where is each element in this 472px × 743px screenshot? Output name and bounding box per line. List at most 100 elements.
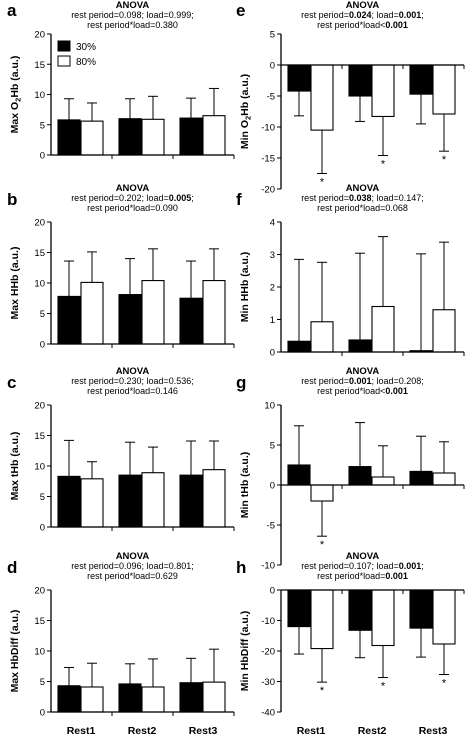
y-tick-label: 0 [270, 348, 275, 359]
bar-30-rest3 [179, 117, 203, 156]
anova-stats-line: rest period=0.096; load=0.801; [71, 561, 194, 571]
panel-letter: e [236, 1, 245, 20]
y-tick-label: 10 [34, 279, 45, 290]
anova-stats-line: rest period*load=0.146 [87, 386, 178, 396]
bar-30-rest3 [409, 64, 433, 95]
y-axis-label: Max tHb (a.u.) [9, 432, 21, 501]
anova-heading: ANOVA [346, 0, 380, 11]
significance-star: * [442, 154, 447, 166]
y-tick-label: 5 [40, 677, 45, 688]
legend-label: 80% [76, 57, 96, 68]
y-tick-label: 0 [40, 708, 45, 719]
bar-80-rest1 [310, 321, 334, 353]
y-tick-label: 15 [34, 248, 45, 259]
y-tick-label: 20 [34, 218, 45, 229]
y-axis-label: Max O2Hb (a.u.) [9, 56, 23, 134]
bar-80-rest2 [141, 472, 165, 528]
bar-80-rest2 [141, 118, 165, 156]
significance-star: * [320, 177, 325, 189]
y-tick-label: 5 [270, 30, 275, 41]
anova-stats-line: rest period=0.107; load=0.001; [301, 561, 424, 571]
bar-30-rest1 [287, 340, 311, 353]
y-axis-label: Min O2Hb (a.u.) [239, 74, 253, 149]
bar-30-rest1 [287, 589, 311, 628]
panel-letter: b [7, 190, 17, 209]
y-tick-label: 0 [270, 481, 275, 492]
anova-stats-line: rest period*load=0.001 [317, 571, 408, 581]
bar-80-rest1 [80, 686, 104, 713]
x-tick-label: Rest3 [189, 725, 218, 737]
y-tick-label: -20 [261, 647, 275, 658]
x-tick-label: Rest2 [358, 725, 387, 737]
y-tick-label: 0 [40, 151, 45, 162]
significance-star: * [381, 159, 386, 171]
bar-30-rest1 [287, 464, 311, 486]
y-axis-label: Max HHb (a.u.) [9, 247, 21, 320]
y-tick-label: 0 [40, 523, 45, 534]
bar-80-rest3 [202, 280, 226, 345]
bar-30-rest3 [409, 589, 433, 629]
panel-letter: a [7, 1, 17, 20]
y-tick-label: -10 [261, 616, 275, 627]
y-tick-label: 15 [34, 431, 45, 442]
y-tick-label: 10 [34, 90, 45, 101]
bar-80-rest3 [432, 472, 456, 486]
bar-30-rest3 [179, 474, 203, 528]
y-tick-label: 15 [34, 60, 45, 71]
x-tick-label: Rest1 [67, 725, 96, 737]
bar-30-rest2 [118, 118, 142, 156]
bar-30-rest1 [287, 64, 311, 92]
bar-30-rest3 [409, 470, 433, 486]
y-axis-label: Min HbDiff (a.u.) [239, 611, 251, 691]
y-axis-label: Min HHb (a.u.) [239, 252, 251, 323]
bar-80-rest3 [432, 309, 456, 353]
y-tick-label: 4 [270, 218, 275, 229]
bar-30-rest2 [348, 589, 372, 631]
significance-star: * [381, 681, 386, 693]
y-tick-label: 15 [34, 616, 45, 627]
panel-letter: h [236, 558, 246, 577]
anova-heading: ANOVA [116, 551, 150, 562]
bar-80-rest3 [202, 681, 226, 713]
anova-stats-line: rest period=0.038; load=0.147; [301, 193, 424, 203]
bar-30-rest2 [118, 474, 142, 528]
bar-80-rest1 [80, 120, 104, 156]
legend-swatch-80 [57, 55, 71, 67]
bar-30-rest1 [57, 295, 81, 345]
y-tick-label: -5 [267, 521, 275, 532]
bar-30-rest3 [179, 682, 203, 713]
panel-letter: f [236, 190, 242, 209]
bar-30-rest2 [118, 294, 142, 345]
y-tick-label: 5 [270, 441, 275, 452]
legend-label: 30% [76, 42, 96, 53]
anova-heading: ANOVA [116, 366, 150, 377]
y-tick-label: 5 [40, 120, 45, 131]
bar-80-rest2 [141, 686, 165, 713]
bar-80-rest2 [141, 280, 165, 345]
y-tick-label: 5 [40, 492, 45, 503]
significance-star: * [320, 685, 325, 697]
anova-stats-line: rest period*load=0.090 [87, 203, 178, 213]
bar-30-rest1 [57, 685, 81, 713]
x-tick-label: Rest1 [297, 725, 326, 737]
anova-stats-line: rest period*load<0.001 [317, 20, 408, 30]
y-tick-label: 20 [34, 586, 45, 597]
bar-30-rest2 [348, 339, 372, 353]
y-tick-label: 2 [270, 283, 275, 294]
anova-heading: ANOVA [116, 183, 150, 194]
anova-heading: ANOVA [346, 183, 380, 194]
panel-letter: d [7, 558, 17, 577]
bar-30-rest3 [179, 297, 203, 345]
anova-stats-line: rest period*load=0.629 [87, 571, 178, 581]
bar-80-rest1 [80, 281, 104, 345]
bar-80-rest2 [371, 589, 395, 647]
anova-heading: ANOVA [346, 366, 380, 377]
y-tick-label: 3 [270, 250, 275, 261]
